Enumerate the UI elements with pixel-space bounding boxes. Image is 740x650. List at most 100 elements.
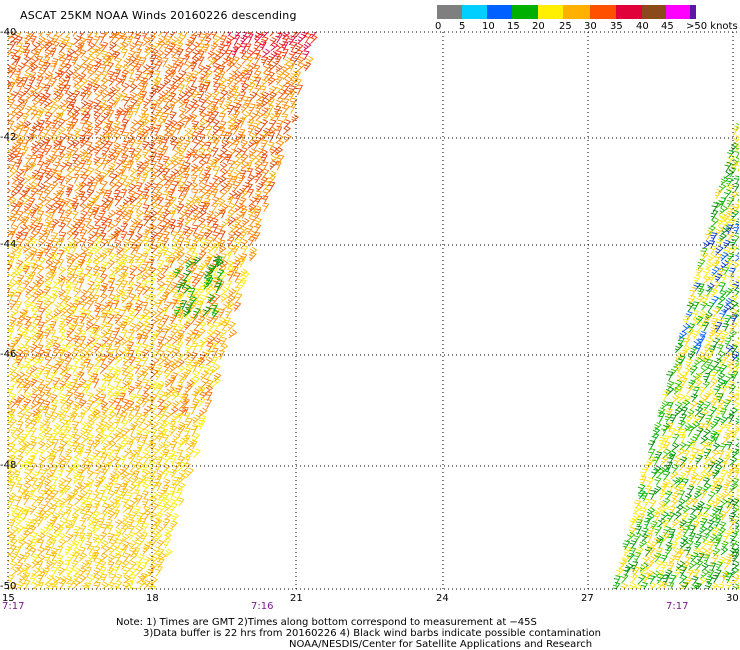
wind-barb [133,296,141,306]
wind-barb [8,167,18,178]
wind-barb [17,412,26,423]
wind-barb [198,386,206,396]
wind-barb [719,273,728,283]
wind-barb [107,259,116,270]
wind-barb [127,531,136,541]
wind-barb [232,125,240,135]
wind-barb [707,540,715,551]
wind-barb [102,440,112,451]
wind-barb [84,217,93,228]
wind-barb [132,470,140,480]
wind-barb [8,140,10,144]
wind-barb [161,328,169,338]
wind-barb [44,144,53,156]
wind-barb [211,188,219,198]
wind-barb [23,505,31,516]
wind-barb [247,82,256,94]
wind-barb [177,329,186,340]
wind-barb [30,63,39,73]
wind-barb [686,302,695,312]
wind-barb [218,230,226,240]
wind-barb [109,41,118,51]
wind-barb [120,483,128,493]
wind-barb [121,470,130,480]
wind-barb [231,47,239,58]
wind-barb [646,507,656,516]
wind-barb [206,182,215,192]
wind-barb [717,378,727,389]
wind-barb [240,238,249,249]
wind-barb [736,582,739,589]
wind-barb [50,551,58,562]
wind-barb [18,223,29,234]
wind-barb [86,188,95,198]
wind-barb [79,228,88,240]
wind-barb [50,181,59,192]
wind-barb [157,224,166,235]
wind-barb [44,49,53,59]
wind-barb [16,210,24,222]
wind-barb [100,329,109,339]
wind-barb [168,210,177,219]
wind-barb [59,295,68,305]
wind-barb [648,546,656,556]
wind-barb [693,282,701,292]
wind-barb [44,489,53,501]
wind-barb [720,510,728,521]
wind-barb [112,151,120,164]
wind-barb [121,533,130,543]
wind-barb [198,159,207,170]
wind-barb [183,427,191,437]
wind-barb [173,306,182,317]
wind-barb [218,49,228,59]
wind-barb [724,337,732,348]
wind-barb [666,401,674,411]
wind-barb [44,484,53,495]
wind-barb [77,475,85,487]
wind-barb [29,462,37,474]
wind-barb [688,350,696,361]
wind-barb [25,90,36,101]
wind-barb [36,594,43,604]
wind-barb [689,400,698,411]
wind-barb [92,378,100,389]
wind-barb [101,203,109,213]
wind-barb [71,512,80,522]
wind-barb [100,510,108,520]
wind-barb [73,35,82,46]
wind-barb [716,350,726,362]
wind-barb [136,238,144,249]
wind-barb [17,286,26,296]
wind-barb [114,483,122,495]
wind-barb [177,194,186,206]
wind-barb [44,272,54,283]
wind-barb [134,305,143,317]
wind-barb [673,568,682,580]
wind-barb [684,546,692,556]
wind-barb [92,314,101,325]
wind-barb [232,56,240,66]
wind-barb [137,417,146,429]
wind-barb [219,162,228,172]
wind-barb [723,558,732,570]
wind-barb [113,189,121,200]
wind-barb [207,50,215,59]
wind-barb [206,342,214,353]
wind-barb [180,279,188,289]
wind-barb [8,454,16,464]
wind-barb [44,196,53,207]
wind-barb [191,131,200,143]
wind-barb [277,89,287,100]
wind-barb [87,230,98,242]
wind-barb [169,502,178,514]
wind-barb [137,84,145,96]
wind-barb [31,285,40,297]
wind-barb [51,412,60,423]
wind-barb [15,516,25,527]
wind-barb [202,202,211,212]
wind-barb [157,405,166,416]
wind-barb [691,447,700,460]
wind-barb [50,153,59,164]
wind-barb [156,285,165,297]
wind-barb [266,55,275,65]
